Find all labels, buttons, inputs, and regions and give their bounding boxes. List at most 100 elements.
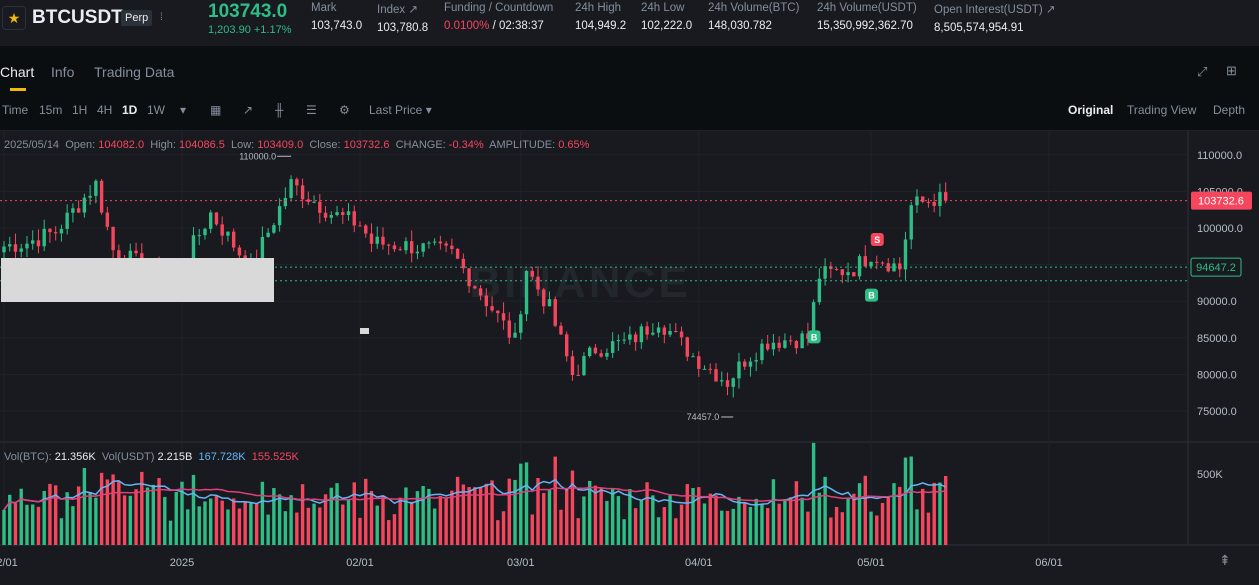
candle-body (863, 256, 867, 267)
fit-axis-icon[interactable]: ⇞ (1219, 552, 1231, 568)
interval-4h[interactable]: 4H (97, 103, 113, 117)
volume-bar (42, 490, 46, 545)
volume-bar (926, 512, 931, 545)
volume-bar (300, 484, 305, 545)
tab-chart[interactable]: Chart (0, 64, 35, 80)
volume-bar (903, 457, 908, 545)
stat-open-interest[interactable]: Open Interest(USDT) ↗ 8,505,574,954.91 (934, 2, 1055, 34)
volume-bar (375, 505, 379, 545)
candle-body (277, 206, 282, 226)
ohlc-amplitude-label: AMPLITUDE: (489, 139, 556, 151)
candle-body (852, 272, 856, 277)
volume-bar (760, 504, 764, 545)
stat-label: 24h High (575, 2, 622, 14)
tab-info[interactable]: Info (51, 64, 75, 80)
volume-bar (323, 494, 328, 545)
volume-bar (794, 481, 799, 545)
candle-body (346, 211, 351, 215)
volume-bar (501, 511, 506, 545)
layout-grid-icon[interactable]: ⊞ (1226, 63, 1237, 78)
high-marker-label: 110000.0 (239, 151, 276, 161)
gear-icon[interactable]: ⚙ (339, 103, 350, 117)
price-type-select[interactable]: Last Price ▾ (369, 103, 432, 117)
fullscreen-icon[interactable]: ⤢ (1197, 64, 1208, 79)
candle-body (519, 314, 523, 333)
volume-bar (559, 509, 563, 545)
symbol-name[interactable]: BTCUSDT (32, 7, 123, 28)
calendar-icon[interactable]: ▦ (210, 103, 222, 117)
stat-label: Index ↗ (377, 4, 418, 16)
candle-body (421, 243, 425, 252)
volume-bar (283, 511, 288, 545)
candle-body (450, 245, 454, 249)
volume-bar (237, 508, 242, 545)
candle-body (59, 228, 64, 234)
volume-bar (174, 492, 178, 545)
view-trading-view[interactable]: Trading View (1127, 103, 1197, 117)
indicator-icon[interactable]: ↗ (243, 103, 254, 117)
ticker-bar: ★ BTCUSDT Perp ⁞ 103743.0 1,203.90 +1.17… (0, 0, 1259, 46)
volume-bar (186, 509, 190, 545)
ohlc-info: 2025/05/14 Open: 104082.0 High: 104086.5… (4, 139, 589, 151)
volume-bar (852, 493, 856, 545)
candle-body (938, 192, 942, 206)
volume-bar (329, 487, 333, 545)
candle-body (237, 247, 242, 256)
candle-body (599, 353, 603, 357)
volume-bar (840, 512, 845, 545)
volume-bar (48, 483, 52, 545)
stat-index[interactable]: Index ↗ 103,780.8 (377, 2, 428, 34)
volume-bar (915, 509, 919, 545)
candle-body (42, 228, 46, 247)
tab-trading-data[interactable]: Trading Data (94, 64, 175, 80)
candle-body (220, 224, 224, 236)
volume-bar (226, 509, 230, 545)
interval-1h[interactable]: 1H (72, 103, 88, 117)
volume-bar (53, 485, 58, 545)
candle-body (811, 302, 816, 339)
stat-value: 103,743.0 (311, 20, 363, 32)
volume-bar (817, 492, 822, 545)
volume-bar (203, 501, 207, 545)
volume-bar (496, 520, 500, 545)
volume-bar (94, 497, 98, 545)
volume-bar (76, 486, 81, 545)
volume-bar (668, 495, 672, 545)
volume-bar (444, 498, 448, 545)
candle-body (260, 236, 265, 262)
volume-info: Vol(BTC): 21.356K Vol(USDT) 2.215B 167.7… (4, 451, 299, 463)
x-tick-label: 06/01 (1035, 557, 1063, 569)
volume-bar (811, 442, 816, 545)
interval-dropdown-icon[interactable]: ▾ (180, 103, 187, 117)
x-tick-label: 02/01 (346, 557, 374, 569)
volume-bar (943, 475, 948, 545)
volume-bar (765, 508, 770, 545)
candle-type-icon[interactable]: ╫ (275, 103, 284, 117)
x-tick-label: 2025 (170, 557, 194, 569)
volume-bar (25, 504, 29, 545)
favorite-star-icon[interactable]: ★ (2, 6, 26, 30)
volume-bar (662, 507, 667, 545)
volume-bar (519, 463, 523, 545)
volume-bar (19, 488, 23, 545)
interval-time[interactable]: Time (2, 103, 29, 117)
view-depth[interactable]: Depth (1213, 103, 1246, 117)
candle-body (697, 356, 701, 369)
volume-bar (82, 467, 87, 545)
candle-body (708, 368, 712, 370)
candlestick-chart[interactable]: 110000.0105000.0100000.095000.090000.085… (0, 131, 1259, 585)
volume-bar (197, 506, 201, 545)
interval-15m[interactable]: 15m (39, 103, 63, 117)
redaction-mark (360, 328, 369, 334)
interval-1d[interactable]: 1D (122, 103, 138, 117)
candle-body (507, 320, 511, 338)
view-original[interactable]: Original (1068, 103, 1114, 117)
candle-body (231, 231, 236, 248)
candle-body (478, 288, 483, 296)
settings-icon[interactable]: ⁞ (160, 12, 163, 23)
volume-bar (628, 489, 632, 545)
interval-1w[interactable]: 1W (147, 103, 165, 117)
drawing-tools-icon[interactable]: ☰ (306, 103, 317, 117)
candle-body (375, 236, 379, 244)
volume-bar (748, 507, 753, 545)
